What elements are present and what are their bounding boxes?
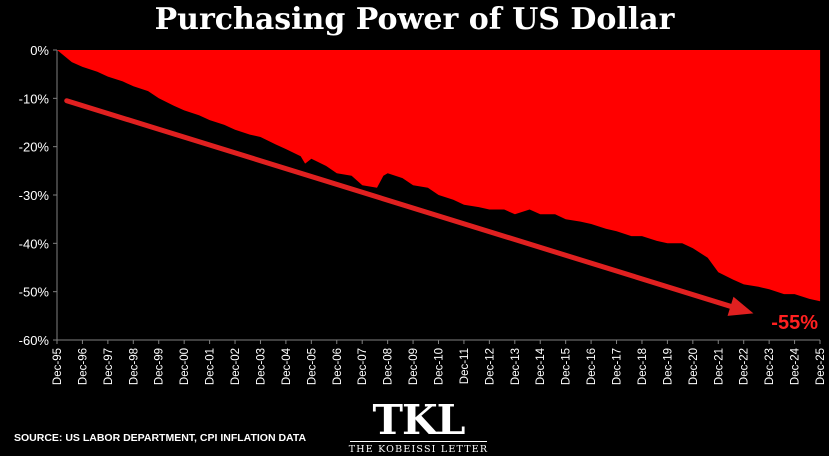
x-tick-label: Dec-98	[128, 348, 140, 385]
y-tick-label: -10%	[19, 91, 50, 106]
x-tick-label: Dec-19	[662, 348, 674, 385]
logo: TKL THE KOBEISSI LETTER	[346, 400, 491, 456]
x-tick-label: Dec-06	[332, 348, 344, 385]
x-tick-label: Dec-08	[383, 348, 395, 385]
x-tick-label: Dec-01	[205, 348, 217, 385]
logo-name: THE KOBEISSI LETTER	[348, 444, 489, 455]
x-tick-label: Dec-03	[255, 348, 267, 385]
x-tick-label: Dec-18	[637, 348, 649, 385]
trend-arrow-shaft	[64, 98, 734, 309]
x-tick-label: Dec-96	[77, 348, 89, 385]
x-tick-label: Dec-12	[484, 348, 496, 385]
x-tick-label: Dec-10	[434, 348, 446, 385]
x-tick-label: Dec-07	[357, 348, 369, 385]
area-layer	[57, 50, 821, 302]
x-tick-label: Dec-17	[612, 348, 624, 385]
x-tick-label: Dec-97	[103, 348, 115, 385]
y-tick-label: -20%	[19, 140, 50, 155]
chart-title: Purchasing Power of US Dollar	[154, 2, 675, 37]
area-series	[57, 50, 821, 302]
y-tick-label: 0%	[30, 43, 49, 58]
y-tick-label: -40%	[19, 236, 50, 251]
source-note: SOURCE: US LABOR DEPARTMENT, CPI INFLATI…	[14, 432, 307, 444]
x-tick-label: Dec-24	[790, 347, 802, 385]
x-tick-label: Dec-25	[815, 348, 827, 385]
x-tick-label: Dec-05	[306, 348, 318, 385]
x-tick-label: Dec-09	[408, 348, 420, 385]
y-tick-label: -50%	[19, 285, 50, 300]
y-tick-label: -30%	[19, 188, 50, 203]
x-tick-label: Dec-22	[739, 348, 751, 385]
x-tick-label: Dec-20	[688, 348, 700, 385]
x-tick-label: Dec-16	[586, 348, 598, 385]
logo-divider	[350, 441, 487, 442]
x-tick-label: Dec-95	[52, 348, 64, 385]
axes: 0% -10% -20% -30% -40% -50% -60%Dec-95 Dec-96 De…	[19, 43, 827, 385]
x-tick-label: Dec-15	[561, 348, 573, 385]
x-tick-label: Dec-13	[510, 348, 522, 385]
x-tick-label: Dec-14	[535, 347, 547, 385]
x-tick-label: Dec-23	[764, 348, 776, 385]
x-tick-label: Dec-02	[230, 348, 242, 385]
y-tick-label: -60%	[19, 333, 50, 348]
trend-arrow-head	[727, 296, 754, 316]
annotation-label: -55%	[771, 312, 818, 334]
x-tick-label: Dec-99	[154, 348, 166, 385]
x-tick-label: Dec-11	[459, 348, 471, 384]
arrow-layer	[64, 98, 754, 316]
x-tick-label: Dec-04	[281, 347, 293, 385]
x-tick-label: Dec-00	[179, 348, 191, 385]
logo-mark: TKL	[372, 396, 466, 444]
x-tick-label: Dec-21	[713, 348, 725, 385]
